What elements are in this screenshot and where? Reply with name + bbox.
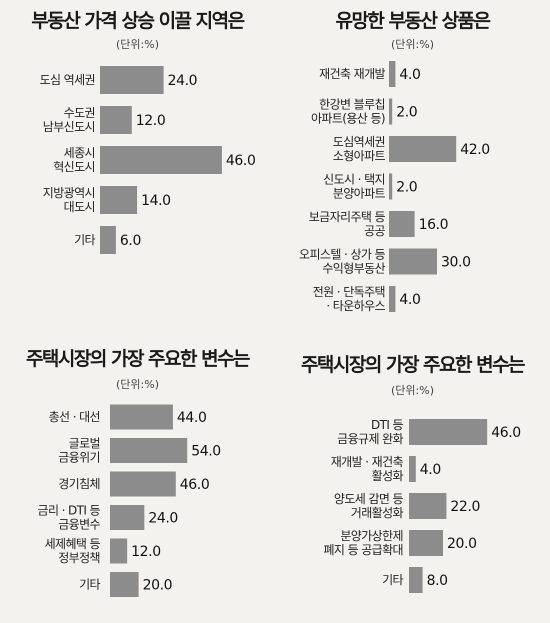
data-label: 30.0	[441, 255, 471, 271]
bar	[110, 572, 139, 597]
category-label: 전원 · 단독주택 · 타운하우스	[313, 285, 386, 313]
category-label: 기타	[79, 578, 100, 592]
bar	[409, 567, 423, 593]
category-label: 총선 · 대선	[49, 410, 100, 424]
category-label: 금리 · DTI 등 금융변수	[38, 504, 101, 532]
data-label: 4.0	[420, 462, 441, 478]
bar	[409, 419, 488, 445]
bar	[389, 61, 396, 87]
category-label: 한강변 블루칩 아파트(용산 등)	[311, 98, 385, 126]
data-label: 8.0	[427, 573, 448, 589]
category-label: 도심 역세권	[40, 73, 95, 87]
unit-label: (단위:%)	[116, 38, 159, 51]
data-label: 12.0	[136, 113, 166, 129]
bar	[110, 438, 188, 463]
category-label: 기타	[74, 233, 95, 247]
category-label: 지방광역시 대도시	[43, 186, 95, 214]
data-label: 46.0	[180, 477, 210, 493]
bar-chart: 4.0 재건축 재개발 2.0 한강변 블루칩 아파트(용산 등) 42.0 도심역세권 소형…	[299, 61, 490, 313]
category-label: DTI 등 금융규제 완화	[337, 418, 403, 446]
data-label: 4.0	[399, 67, 420, 83]
category-label: 재건축 재개발	[319, 67, 385, 81]
data-label: 44.0	[177, 410, 207, 426]
chart-title: 주택시장의 가장 주요한 변수는	[25, 348, 251, 370]
bar	[110, 471, 176, 497]
bar	[100, 106, 132, 134]
data-label: 12.0	[131, 544, 161, 560]
bar	[389, 98, 393, 125]
data-label: 42.0	[460, 142, 490, 158]
bar	[110, 404, 173, 430]
bar	[389, 211, 415, 237]
data-label: 16.0	[419, 217, 449, 233]
data-label: 46.0	[491, 425, 521, 441]
category-label: 재개발 · 재건축 활성화	[331, 455, 404, 483]
category-label: 글로벌 금융위기	[58, 437, 100, 465]
category-label: 신도시 · 택지 분양아파트	[323, 173, 385, 201]
chart-title: 부동산 가격 상승 이끌 지역은	[31, 10, 245, 32]
chart-panel-2: 유망한 부동산 상품은 (단위:%) 4.0 재건축 재개발 2.0 한강변 블루칩 아…	[275, 0, 550, 313]
data-label: 22.0	[450, 499, 480, 515]
category-label: 보금자리주택 등 공공	[309, 210, 386, 238]
category-label: 분양가상한제 폐지 등 공급확대	[323, 529, 403, 557]
unit-label: (단위:%)	[391, 38, 434, 51]
bar	[389, 173, 393, 200]
data-label: 24.0	[148, 511, 178, 527]
category-label: 도심역세권 소형아파트	[333, 135, 386, 163]
bar	[100, 146, 222, 174]
bar	[100, 226, 116, 254]
chart-title: 주택시장의 가장 주요한 변수는	[300, 354, 526, 376]
data-label: 24.0	[168, 73, 198, 89]
category-label: 세제혜택 등 정부정책	[45, 537, 101, 565]
unit-label: (단위:%)	[116, 378, 159, 391]
chart-panel-1: 부동산 가격 상승 이끌 지역은 (단위:%) 24.0 도심 역세권 12.0 수도…	[0, 0, 275, 310]
bar	[389, 248, 437, 275]
bar	[389, 286, 396, 312]
data-label: 46.0	[226, 153, 256, 169]
data-label: 20.0	[143, 578, 173, 594]
category-label: 경기침체	[58, 477, 100, 491]
bar	[409, 493, 447, 519]
data-label: 20.0	[447, 536, 477, 552]
bar	[100, 186, 138, 214]
category-label: 세종시 혁신도시	[53, 146, 95, 174]
data-label: 14.0	[141, 193, 171, 209]
category-label: 양도세 감면 등 거래활성화	[334, 492, 404, 520]
bar-chart: 44.0 총선 · 대선 54.0 글로벌 금융위기 46.0 경기침체 24.0 금리 · D…	[38, 404, 221, 597]
bar	[100, 66, 164, 94]
category-label: 기타	[382, 573, 403, 587]
bar	[110, 505, 145, 530]
bar	[409, 530, 443, 556]
chart-panel-4: 주택시장의 가장 주요한 변수는 (단위:%) 46.0 DTI 등 금융규제 완화…	[275, 310, 550, 623]
category-label: 수도권 남부신도시	[43, 106, 95, 134]
chart-panel-3: 주택시장의 가장 주요한 변수는 (단위:%) 44.0 총선 · 대선 54.0 글…	[0, 310, 275, 623]
unit-label: (단위:%)	[391, 384, 434, 397]
bar	[409, 456, 416, 482]
data-label: 2.0	[396, 180, 417, 196]
data-label: 4.0	[399, 292, 420, 308]
bar	[389, 136, 457, 162]
data-label: 54.0	[191, 444, 221, 460]
category-label: 오피스텔 · 상가 등 수익형부동산	[299, 248, 386, 276]
bar	[110, 538, 128, 564]
chart-title: 유망한 부동산 상품은	[335, 10, 491, 32]
bar-chart: 46.0 DTI 등 금융규제 완화 4.0 재개발 · 재건축 활성화 22.0 양도세 감…	[323, 418, 521, 593]
data-label: 2.0	[396, 105, 417, 121]
data-label: 6.0	[120, 233, 141, 249]
bar-chart: 24.0 도심 역세권 12.0 수도권 남부신도시 46.0 세종시 혁신도시 14.0 지방광…	[40, 66, 256, 254]
